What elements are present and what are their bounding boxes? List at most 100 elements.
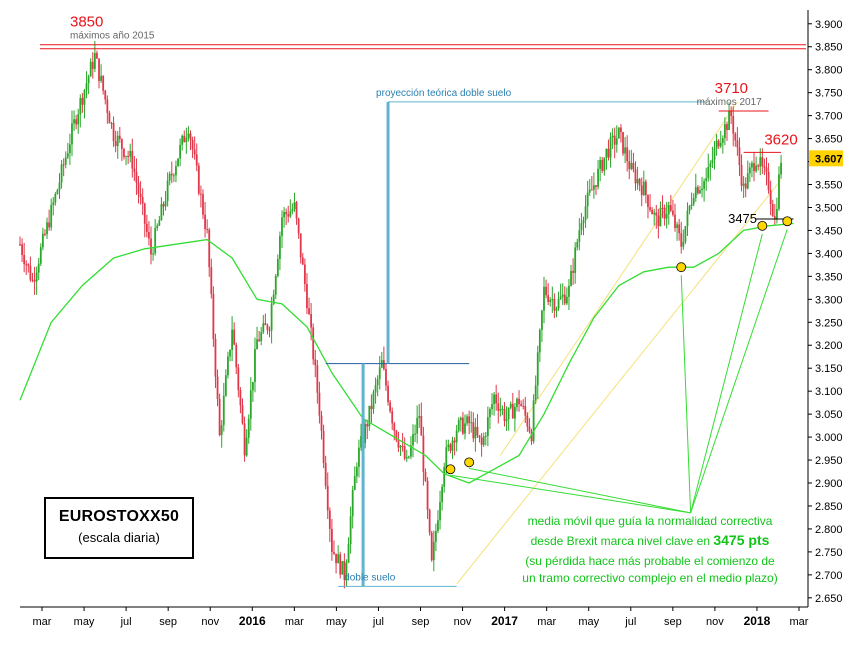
candle-body	[360, 436, 362, 448]
candle-body	[638, 179, 641, 186]
candle-body	[528, 426, 531, 432]
candle-body	[642, 181, 645, 196]
candle-body	[726, 124, 728, 131]
candle-body	[104, 90, 107, 100]
candle-body	[501, 408, 504, 410]
candle-body	[179, 144, 182, 159]
candle-body	[634, 169, 637, 184]
candle-body	[237, 367, 240, 391]
candle-body	[705, 178, 708, 182]
candle-body	[249, 390, 252, 419]
candle-body	[701, 188, 703, 191]
candle-body	[626, 147, 629, 162]
candle-body	[775, 209, 778, 220]
candle-body	[382, 360, 385, 370]
candle-body	[162, 204, 165, 207]
candle-body	[771, 203, 774, 217]
candle-body	[218, 398, 221, 436]
candle-body	[561, 294, 564, 297]
candle-body	[262, 323, 265, 333]
candle-body	[264, 323, 267, 326]
candle-body	[44, 233, 46, 235]
candle-body	[293, 202, 296, 210]
x-tick-label: mar	[33, 616, 52, 628]
candle-body	[328, 510, 331, 529]
candle-body	[563, 294, 566, 304]
candle-body	[291, 209, 294, 212]
candle-body	[81, 97, 84, 105]
candle-body	[532, 400, 535, 442]
candle-body	[395, 430, 398, 440]
level-3620-label: 3620	[764, 131, 797, 148]
candle-body	[553, 299, 556, 311]
x-tick-label: jul	[372, 616, 384, 628]
candle-body	[746, 173, 749, 189]
candle-body	[23, 255, 26, 265]
candle-body	[480, 437, 483, 445]
candle-body	[333, 552, 335, 554]
double-bottom-label: doble suelo	[344, 572, 396, 583]
candle-body	[102, 75, 105, 91]
candle-body	[385, 369, 387, 386]
candle-body	[87, 76, 90, 84]
candle-body	[719, 142, 722, 147]
candle-body	[345, 562, 348, 580]
candle-body	[69, 144, 71, 154]
candle-body	[424, 472, 427, 482]
candle-body	[276, 258, 279, 277]
candle-body	[71, 123, 73, 145]
axes-layer: 2.650 2.700 2.750 2.800 2.850 2.900 2.950 3.000…	[20, 10, 843, 628]
y-tick-label: 3.350	[815, 271, 843, 283]
candle-body	[120, 139, 123, 149]
candle-body	[522, 405, 525, 407]
candle-body	[416, 417, 419, 434]
y-tick-label: 3.500	[815, 202, 843, 214]
candle-body	[597, 168, 599, 187]
level-3475-label: 3475	[728, 211, 757, 226]
candle-body	[168, 173, 171, 181]
candle-body	[135, 171, 138, 183]
candle-body	[181, 135, 184, 145]
candle-body	[326, 485, 329, 511]
candle-body	[509, 403, 512, 408]
candle-body	[603, 157, 606, 171]
candle-body	[297, 218, 300, 234]
candle-body	[378, 367, 381, 380]
candle-body	[753, 163, 755, 172]
annotation-arrow	[690, 233, 763, 513]
candle-body	[428, 509, 431, 533]
candle-body	[447, 444, 450, 448]
candle-body	[434, 530, 437, 542]
candle-body	[118, 135, 121, 140]
y-tick-label: 2.900	[815, 478, 843, 490]
candle-body	[41, 233, 44, 248]
candle-body	[780, 162, 782, 175]
candle-body	[445, 447, 448, 468]
candle-body	[73, 119, 75, 124]
candle-body	[536, 352, 539, 386]
candle-body	[175, 166, 177, 176]
y-tick-label: 3.800	[815, 65, 843, 77]
candle-body	[391, 411, 394, 424]
candle-body	[636, 179, 639, 184]
y-tick-label: 3.650	[815, 134, 843, 146]
candle-body	[430, 532, 433, 561]
candle-body	[526, 415, 529, 427]
candle-body	[358, 447, 360, 467]
candle-body	[611, 135, 614, 138]
candle-body	[75, 119, 78, 125]
candle-body	[403, 446, 406, 459]
candle-body	[765, 167, 768, 172]
candle-body	[112, 123, 115, 142]
candle-body	[624, 147, 626, 154]
y-tick-label: 3.850	[815, 42, 843, 54]
candle-body	[570, 270, 572, 286]
candle-body	[410, 445, 412, 457]
candle-body	[520, 404, 523, 406]
candle-body	[206, 229, 209, 231]
candle-body	[584, 206, 587, 221]
candle-body	[185, 137, 188, 143]
candle-body	[216, 376, 219, 399]
candle-body	[193, 149, 196, 155]
candle-body	[287, 214, 290, 217]
